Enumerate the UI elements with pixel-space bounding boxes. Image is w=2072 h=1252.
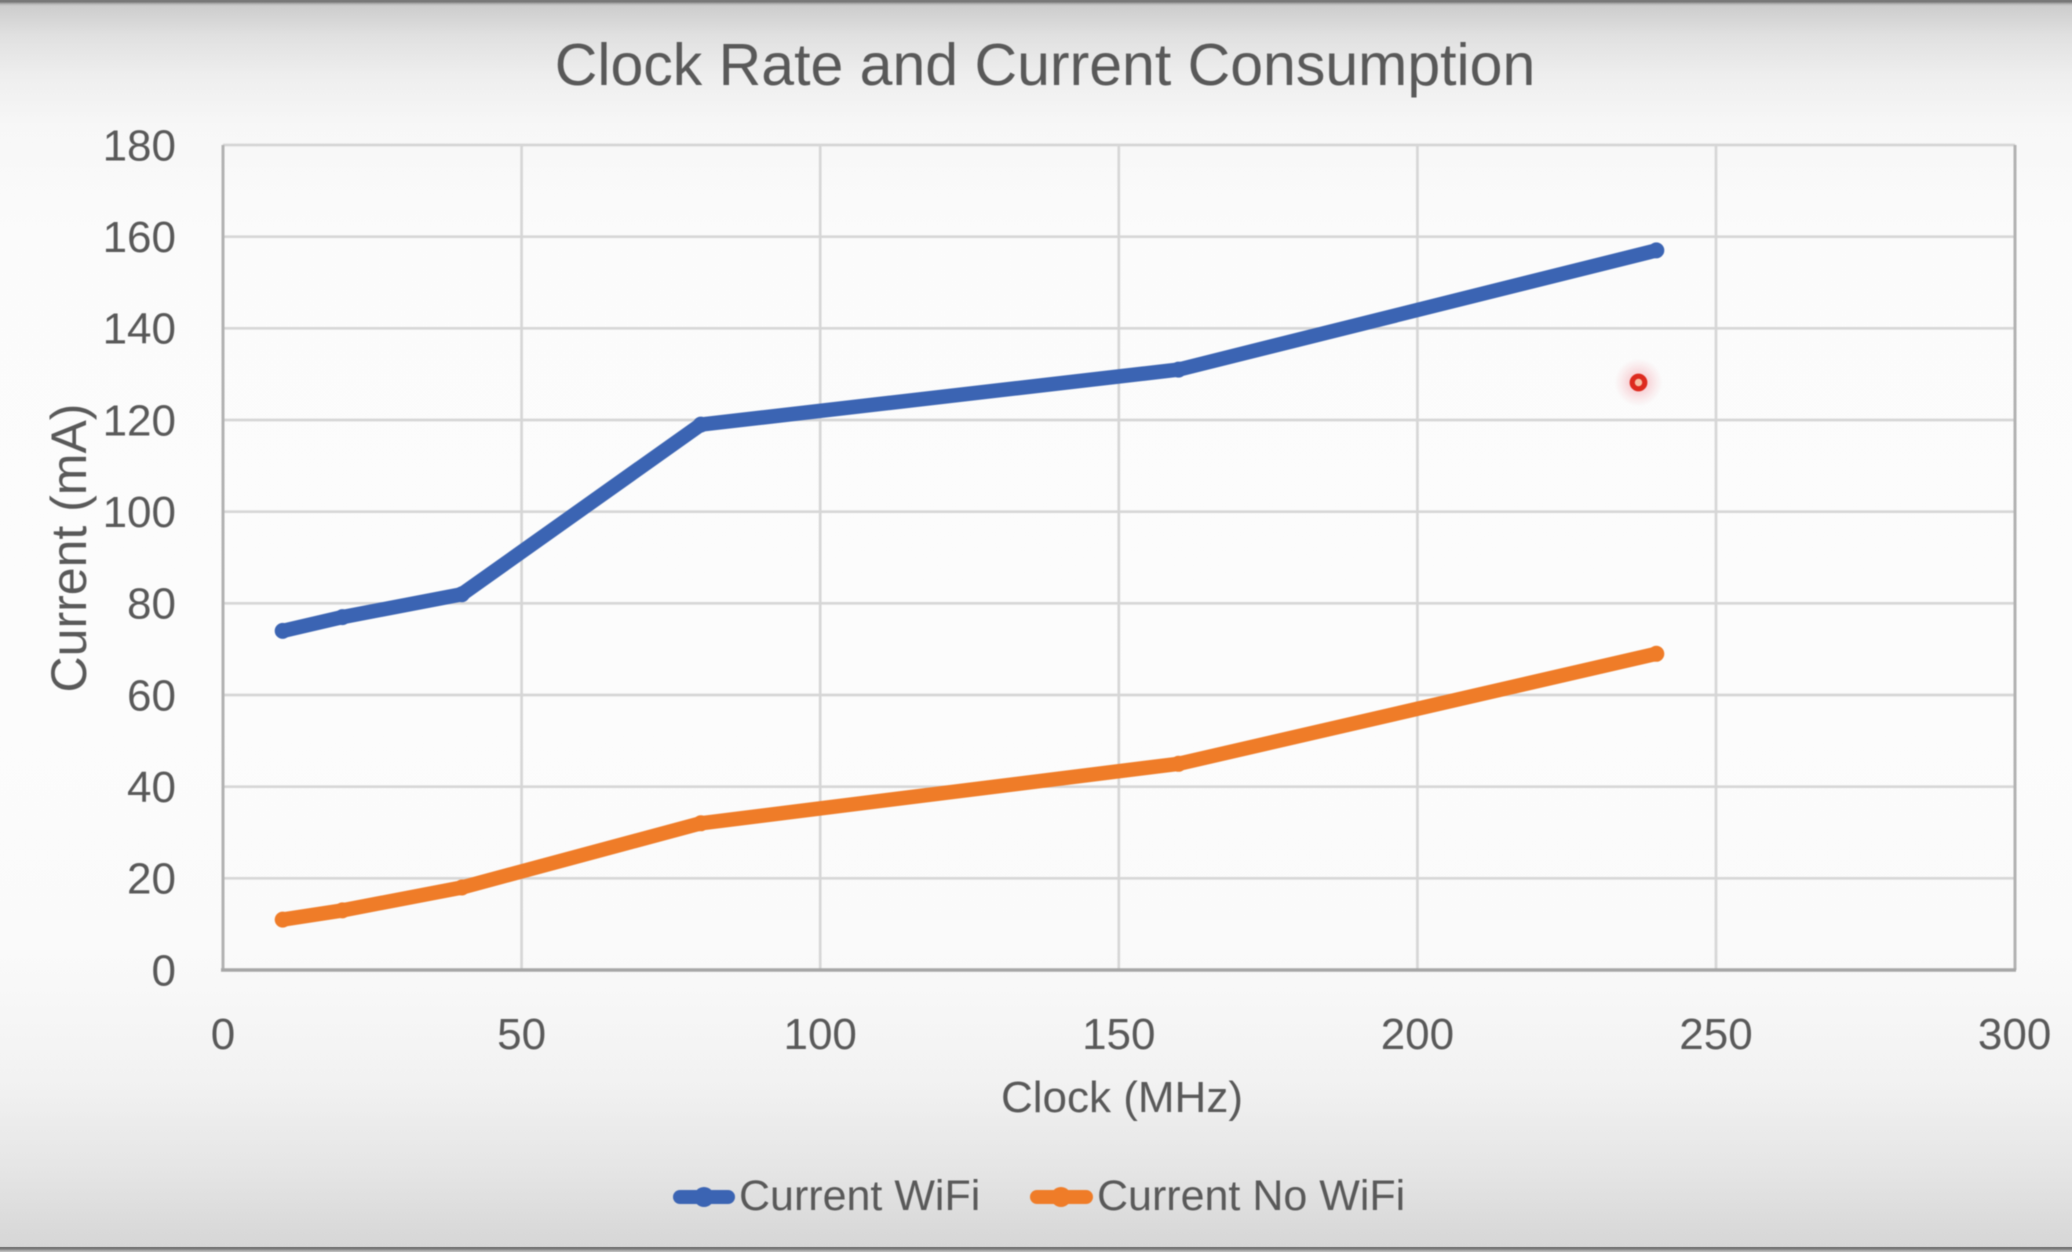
svg-text:0: 0 <box>152 946 176 995</box>
svg-text:60: 60 <box>127 671 176 720</box>
svg-text:Current WiFi: Current WiFi <box>739 1172 980 1220</box>
svg-text:100: 100 <box>103 488 176 537</box>
svg-text:100: 100 <box>783 1010 856 1059</box>
svg-text:160: 160 <box>103 213 176 262</box>
svg-text:20: 20 <box>127 855 176 904</box>
svg-text:0: 0 <box>211 1010 235 1059</box>
svg-text:Current (mA): Current (mA) <box>41 404 97 693</box>
svg-text:140: 140 <box>103 305 176 354</box>
svg-text:250: 250 <box>1679 1010 1752 1059</box>
svg-text:300: 300 <box>1978 1010 2051 1059</box>
svg-text:120: 120 <box>103 396 176 445</box>
svg-text:Clock (MHz): Clock (MHz) <box>1001 1073 1243 1122</box>
svg-text:180: 180 <box>103 121 176 170</box>
svg-text:50: 50 <box>497 1010 546 1059</box>
svg-text:Current No WiFi: Current No WiFi <box>1097 1172 1405 1220</box>
svg-text:150: 150 <box>1082 1010 1155 1059</box>
svg-text:200: 200 <box>1381 1010 1454 1059</box>
svg-text:80: 80 <box>127 580 176 629</box>
svg-text:40: 40 <box>127 763 176 812</box>
svg-text:Clock Rate and Current Consump: Clock Rate and Current Consumption <box>555 32 1536 98</box>
